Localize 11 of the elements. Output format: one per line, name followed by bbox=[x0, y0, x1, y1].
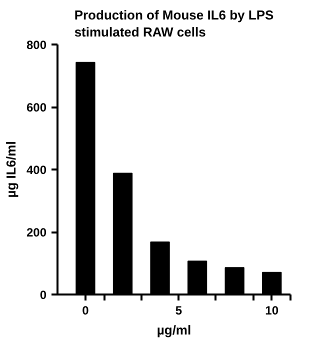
y-tick-label: 800 bbox=[26, 38, 47, 52]
x-tick-label: 5 bbox=[175, 304, 182, 318]
y-tick-label: 200 bbox=[26, 226, 47, 240]
x-axis-title: µg/ml bbox=[156, 322, 192, 338]
x-tick-label: 10 bbox=[265, 304, 279, 318]
y-axis-title: µg IL6/ml bbox=[3, 141, 18, 198]
chart-title: Production of Mouse IL6 by LPS stimulated RAW cells bbox=[74, 7, 274, 40]
y-tick-label: 600 bbox=[26, 100, 47, 114]
x-tick-label: 0 bbox=[82, 304, 90, 318]
y-tick-label: 0 bbox=[40, 288, 47, 302]
y-tick-label: 400 bbox=[26, 163, 47, 177]
